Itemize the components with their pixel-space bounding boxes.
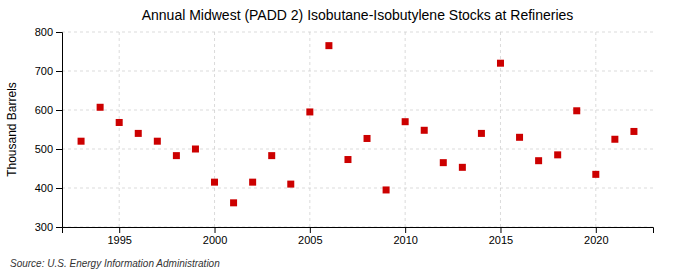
- grid-line-x: [119, 32, 120, 227]
- x-axis-tick: 1995: [107, 227, 131, 246]
- grid-line-y: [62, 71, 653, 72]
- point: [325, 42, 332, 49]
- x-axis-tick-label: 2010: [393, 234, 417, 246]
- y-axis-tick-label: 400: [35, 182, 53, 194]
- y-axis-tick-mark: [56, 149, 62, 150]
- point: [573, 107, 580, 114]
- y-axis-tick-label: 800: [35, 26, 53, 38]
- point: [402, 118, 409, 125]
- point: [230, 199, 237, 206]
- point: [611, 136, 618, 143]
- x-axis-tick-label: 2005: [298, 234, 322, 246]
- y-axis-tick: 600: [35, 104, 62, 116]
- point: [459, 164, 466, 171]
- grid-line-x: [595, 32, 596, 227]
- x-axis-tick: 2005: [298, 227, 322, 246]
- grid-line-y: [62, 110, 653, 111]
- x-axis-tick-mark: [500, 227, 501, 233]
- point: [440, 159, 447, 166]
- point: [306, 108, 313, 115]
- point: [268, 152, 275, 159]
- y-axis-tick: 500: [35, 143, 62, 155]
- point: [135, 130, 142, 137]
- x-axis-tick: 2020: [584, 227, 608, 246]
- title: Annual Midwest (PADD 2) Isobutane-Isobut…: [142, 7, 574, 23]
- point: [554, 151, 561, 158]
- x-axis-tick-label: 2000: [203, 234, 227, 246]
- point: [516, 134, 523, 141]
- grid-line-x: [214, 32, 215, 227]
- grid-line-y: [62, 32, 653, 33]
- grid-line-x: [405, 32, 406, 227]
- point: [97, 104, 104, 111]
- y-axis-tick-label: 600: [35, 104, 53, 116]
- y-axis-tick: 400: [35, 182, 62, 194]
- y-axis-tick-label: 500: [35, 143, 53, 155]
- chart: 1995 2000 2005 2010 2015 2020 300 400 500 600 700 8…: [0, 0, 675, 275]
- x-axis: 1995 2000 2005 2010 2015 2020: [63, 227, 654, 246]
- y-axis-tick-mark: [56, 188, 62, 189]
- point: [383, 186, 390, 193]
- grid-line-y: [62, 149, 653, 150]
- x-axis-tick-mark: [596, 227, 597, 233]
- point: [211, 179, 218, 186]
- y-axis: 300 400 500 600 700 800: [35, 26, 63, 233]
- y-axis-tick-mark: [56, 227, 62, 228]
- point: [249, 179, 256, 186]
- x-axis-tick-mark: [215, 227, 216, 233]
- y-axis-tick-mark: [56, 71, 62, 72]
- point: [630, 128, 637, 135]
- x-axis-tick: 2010: [393, 227, 417, 246]
- grid-line-x: [309, 32, 310, 227]
- x-axis-tick-mark: [119, 227, 120, 233]
- point: [497, 60, 504, 67]
- y-axis-tick-label: 300: [35, 221, 53, 233]
- x-axis-tick: 2000: [203, 227, 227, 246]
- plot: 1995 2000 2005 2010 2015 2020 300 400 500 600 700 8…: [35, 26, 654, 246]
- point: [173, 152, 180, 159]
- points: [78, 42, 638, 206]
- point: [116, 119, 123, 126]
- grid: [62, 32, 653, 227]
- y-axis-tick: 700: [35, 65, 62, 77]
- y-axis-tick-mark: [56, 32, 62, 33]
- point: [535, 157, 542, 164]
- point: [78, 138, 85, 145]
- x-axis-tick-mark: [310, 227, 311, 233]
- y-axis-title: Thousand Barrels: [5, 82, 19, 177]
- point: [478, 130, 485, 137]
- point: [592, 171, 599, 178]
- x-axis-tick-mark: [405, 227, 406, 233]
- annotation: Source: U.S. Energy Information Administ…: [10, 258, 220, 269]
- point: [154, 138, 161, 145]
- point: [192, 146, 199, 153]
- x-axis-tick: 2015: [489, 227, 513, 246]
- y-axis-line: [56, 33, 63, 228]
- point: [344, 156, 351, 163]
- x-axis-tick-label: 1995: [107, 234, 131, 246]
- point: [421, 127, 428, 134]
- x-axis-tick-label: 2015: [489, 234, 513, 246]
- point: [364, 135, 371, 142]
- x-axis-line: [63, 228, 654, 234]
- point: [287, 181, 294, 188]
- y-axis-tick-label: 700: [35, 65, 53, 77]
- y-axis-tick-mark: [56, 110, 62, 111]
- y-axis-tick: 300: [35, 221, 62, 233]
- y-axis-tick: 800: [35, 26, 62, 38]
- x-axis-tick-label: 2020: [584, 234, 608, 246]
- grid-line-y: [62, 188, 653, 189]
